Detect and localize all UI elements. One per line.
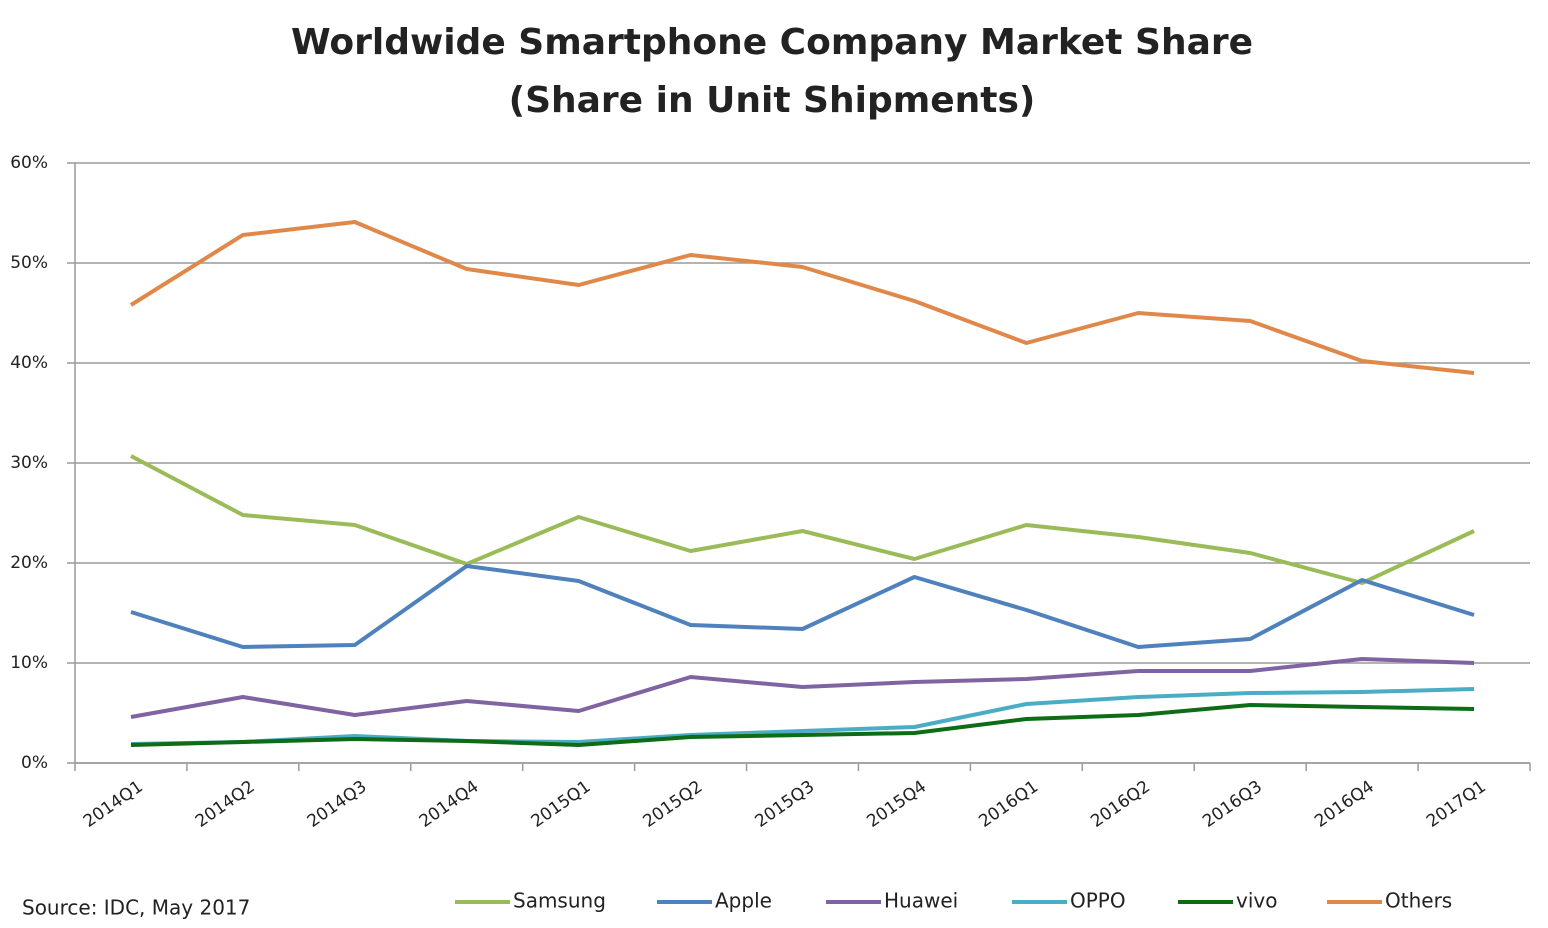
legend-label: Others xyxy=(1385,889,1452,913)
x-tick-label: 2015Q2 xyxy=(640,777,707,832)
x-tick-label: 2015Q3 xyxy=(751,777,818,832)
y-tick-label: 0% xyxy=(21,753,48,773)
chart-title: Worldwide Smartphone Company Market Shar… xyxy=(291,22,1253,63)
y-tick-label: 50% xyxy=(10,253,48,273)
x-tick-label: 2016Q1 xyxy=(975,777,1042,832)
x-tick-label: 2014Q1 xyxy=(80,777,147,832)
y-tick-label: 30% xyxy=(10,453,48,473)
x-tick-label: 2014Q3 xyxy=(304,777,371,832)
legend-label: Huawei xyxy=(884,889,958,913)
y-tick-label: 60% xyxy=(10,153,48,173)
x-tick-label: 2014Q2 xyxy=(192,777,259,832)
y-tick-label: 20% xyxy=(10,553,48,573)
series-line xyxy=(129,220,1475,375)
x-tick-label: 2016Q4 xyxy=(1311,777,1378,832)
y-tick-label: 40% xyxy=(10,353,48,373)
x-tick-label: 2017Q1 xyxy=(1423,777,1490,832)
series-line xyxy=(130,703,1475,747)
x-tick-label: 2015Q4 xyxy=(863,777,930,832)
x-tick-label: 2016Q3 xyxy=(1199,777,1266,832)
x-tick-label: 2014Q4 xyxy=(416,777,483,832)
series-line xyxy=(130,454,1475,585)
legend-label: vivo xyxy=(1236,889,1277,913)
series-line xyxy=(130,687,1475,746)
series-line xyxy=(130,657,1475,719)
legend-label: OPPO xyxy=(1070,889,1126,913)
legend-label: Apple xyxy=(715,889,772,913)
x-tick-label: 2015Q1 xyxy=(528,777,595,832)
source-note: Source: IDC, May 2017 xyxy=(22,896,250,920)
legend-label: Samsung xyxy=(513,889,606,913)
x-tick-label: 2016Q2 xyxy=(1087,777,1154,832)
y-tick-label: 10% xyxy=(10,653,48,673)
chart-subtitle: (Share in Unit Shipments) xyxy=(509,80,1036,121)
series-line xyxy=(130,564,1475,649)
